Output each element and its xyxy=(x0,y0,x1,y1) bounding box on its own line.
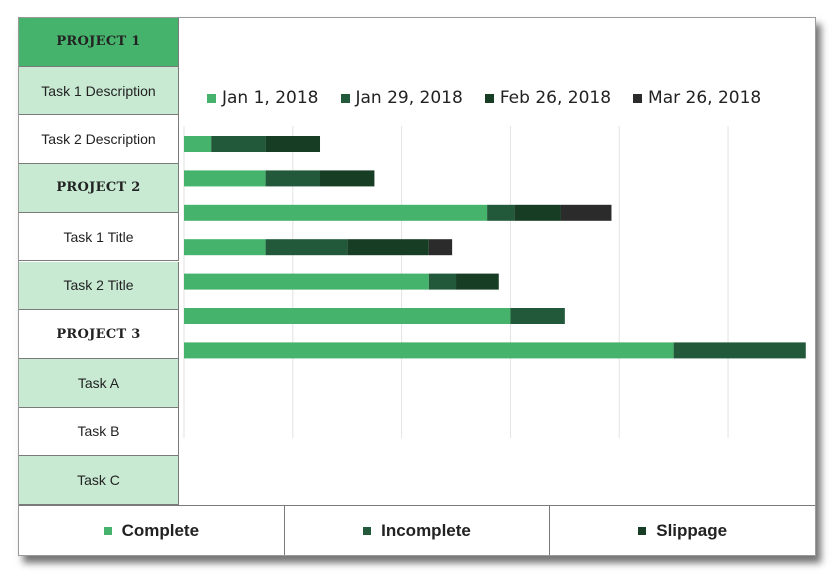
bar-segment xyxy=(184,136,212,152)
task-row-label: Task 2 Description xyxy=(19,115,179,165)
legend-label: Mar 26, 2018 xyxy=(648,88,762,108)
bar-segment xyxy=(184,308,511,324)
bar-segment xyxy=(560,204,612,221)
status-label: Incomplete xyxy=(381,520,471,540)
project-row-label: PROJECT 2 xyxy=(19,164,179,213)
bar-segment xyxy=(265,170,321,187)
legend-label: Jan 29, 2018 xyxy=(355,88,463,108)
task-row-label: Task A xyxy=(19,358,179,408)
bar-segment xyxy=(514,204,561,221)
legend-swatch xyxy=(484,93,494,103)
bar-segment xyxy=(456,273,499,290)
status-swatch xyxy=(638,526,647,535)
task-row-label: Task 1 Title xyxy=(19,212,179,262)
bar-segment xyxy=(184,204,488,221)
bar-segment xyxy=(347,239,429,256)
legend-item: Mar 26, 2018 xyxy=(633,88,761,108)
status-legend-incomplete: Incomplete xyxy=(285,506,551,555)
bar-segment xyxy=(184,342,674,359)
bar-segment xyxy=(184,273,429,290)
task-row-label: Task 2 Title xyxy=(19,261,179,311)
status-swatch xyxy=(103,526,112,535)
legend-item: Feb 26, 2018 xyxy=(484,88,612,108)
project-row-label: PROJECT 3 xyxy=(19,310,179,359)
bar-segment xyxy=(428,239,453,256)
status-swatch xyxy=(363,526,372,535)
bar-segment xyxy=(673,342,806,359)
legend-label: Feb 26, 2018 xyxy=(499,88,612,108)
status-legend-bar: Complete Incomplete Slippage xyxy=(19,505,815,555)
chart-area xyxy=(180,18,815,505)
gantt-chart xyxy=(183,126,806,438)
legend-item: Jan 1, 2018 xyxy=(207,88,319,108)
legend-label: Jan 1, 2018 xyxy=(222,88,319,108)
project-row-label: PROJECT 1 xyxy=(19,18,179,67)
bar-segment xyxy=(184,170,266,187)
status-label: Slippage xyxy=(656,520,728,540)
legend-swatch xyxy=(207,93,216,103)
task-row-label: Task C xyxy=(19,456,179,505)
legend-item: Jan 29, 2018 xyxy=(340,88,463,108)
bar-segment xyxy=(320,170,375,187)
status-legend-complete: Complete xyxy=(19,506,285,555)
bar-segment xyxy=(487,204,515,221)
bar-segment xyxy=(428,273,457,290)
status-legend-slippage: Slippage xyxy=(550,506,815,555)
task-row-label: Task 1 Description xyxy=(19,66,179,116)
bar-segment xyxy=(184,239,266,256)
bar-segment xyxy=(211,136,266,152)
task-row-label: Task B xyxy=(19,407,179,457)
legend-swatch xyxy=(340,93,350,103)
gantt-chart-frame: PROJECT 1 Task 1 Description Task 2 Descri… xyxy=(18,17,816,556)
series-legend: Jan 1, 2018 Jan 29, 2018 Feb 26, 2018 Mar 2… xyxy=(207,88,783,108)
bar-segment xyxy=(265,136,321,152)
status-label: Complete xyxy=(121,520,200,540)
bar-segment xyxy=(265,239,348,256)
bar-segment xyxy=(510,308,565,324)
legend-swatch xyxy=(633,93,643,103)
